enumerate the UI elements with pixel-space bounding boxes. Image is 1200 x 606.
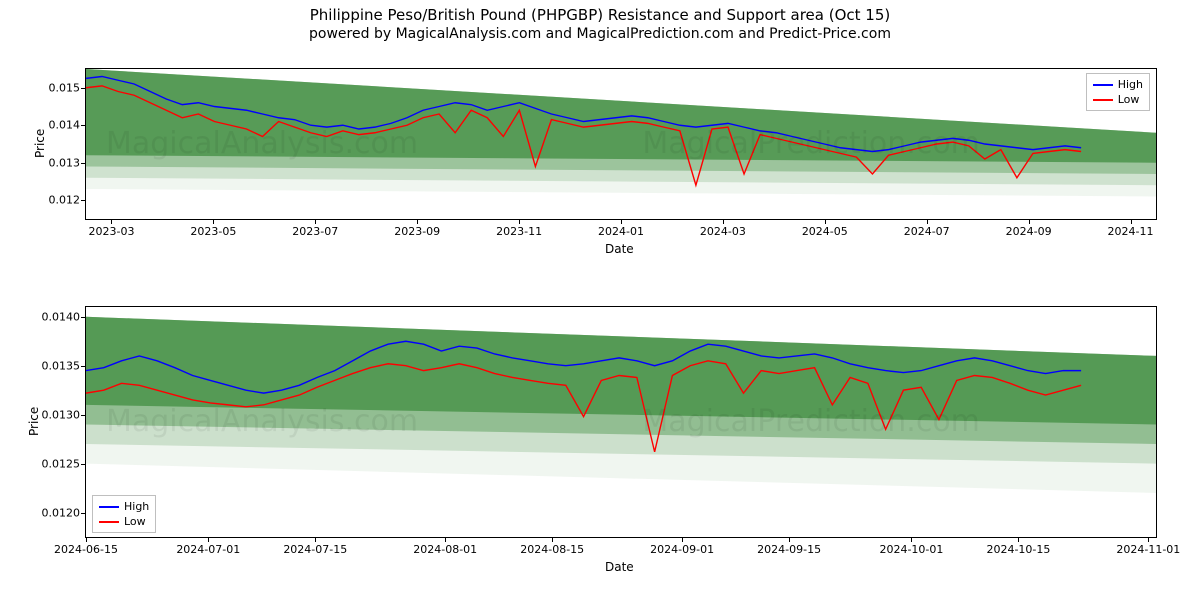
x-tick-label: 2024-03 <box>700 219 746 238</box>
legend-swatch-low <box>1093 99 1113 101</box>
x-tick-label: 2024-08-15 <box>520 537 584 556</box>
x-tick-label: 2024-10-15 <box>986 537 1050 556</box>
y-tick-label: 0.0135 <box>42 359 87 372</box>
y-tick-label: 0.0120 <box>42 506 87 519</box>
y-tick-label: 0.012 <box>49 194 87 207</box>
legend-swatch-high <box>99 506 119 508</box>
legend-swatch-high <box>1093 84 1113 86</box>
x-tick-label: 2023-05 <box>190 219 236 238</box>
y-tick-label: 0.013 <box>49 156 87 169</box>
x-tick-label: 2024-09-15 <box>757 537 821 556</box>
x-tick-label: 2024-11-01 <box>1116 537 1180 556</box>
legend-entry-high: High <box>99 499 149 514</box>
x-axis-label-2: Date <box>605 560 634 574</box>
legend-box: High Low <box>1086 73 1150 111</box>
legend-label-high: High <box>124 499 149 514</box>
x-axis-label-1: Date <box>605 242 634 256</box>
legend-entry-low: Low <box>1093 92 1143 107</box>
x-tick-label: 2024-09 <box>1006 219 1052 238</box>
chart-subtitle: powered by MagicalAnalysis.com and Magic… <box>0 26 1200 42</box>
y-axis-label-1: Price <box>33 129 47 158</box>
legend-entry-low: Low <box>99 514 149 529</box>
plot-area-2 <box>86 307 1156 537</box>
price-panel-short-range: MagicalAnalysis.com MagicalPrediction.co… <box>85 306 1157 538</box>
x-tick-label: 2024-05 <box>802 219 848 238</box>
x-tick-label: 2024-07-15 <box>283 537 347 556</box>
x-tick-label: 2023-09 <box>394 219 440 238</box>
legend-label-low: Low <box>124 514 146 529</box>
x-tick-label: 2023-11 <box>496 219 542 238</box>
y-tick-label: 0.014 <box>49 119 87 132</box>
x-tick-label: 2024-11 <box>1108 219 1154 238</box>
chart-title: Philippine Peso/British Pound (PHPGBP) R… <box>0 6 1200 24</box>
y-tick-label: 0.0125 <box>42 457 87 470</box>
legend-swatch-low <box>99 521 119 523</box>
y-tick-label: 0.015 <box>49 81 87 94</box>
plot-area-1 <box>86 69 1156 219</box>
x-tick-label: 2024-09-01 <box>650 537 714 556</box>
y-tick-label: 0.0140 <box>42 310 87 323</box>
y-tick-label: 0.0130 <box>42 408 87 421</box>
x-tick-label: 2023-03 <box>88 219 134 238</box>
x-tick-label: 2024-08-01 <box>413 537 477 556</box>
legend-box: High Low <box>92 495 156 533</box>
legend-label-low: Low <box>1118 92 1140 107</box>
x-tick-label: 2024-06-15 <box>54 537 118 556</box>
x-tick-label: 2024-07 <box>904 219 950 238</box>
legend-label-high: High <box>1118 77 1143 92</box>
legend-entry-high: High <box>1093 77 1143 92</box>
x-tick-label: 2023-07 <box>292 219 338 238</box>
x-tick-label: 2024-07-01 <box>176 537 240 556</box>
price-panel-long-range: MagicalAnalysis.com MagicalPrediction.co… <box>85 68 1157 220</box>
y-axis-label-2: Price <box>27 407 41 436</box>
x-tick-label: 2024-10-01 <box>879 537 943 556</box>
x-tick-label: 2024-01 <box>598 219 644 238</box>
